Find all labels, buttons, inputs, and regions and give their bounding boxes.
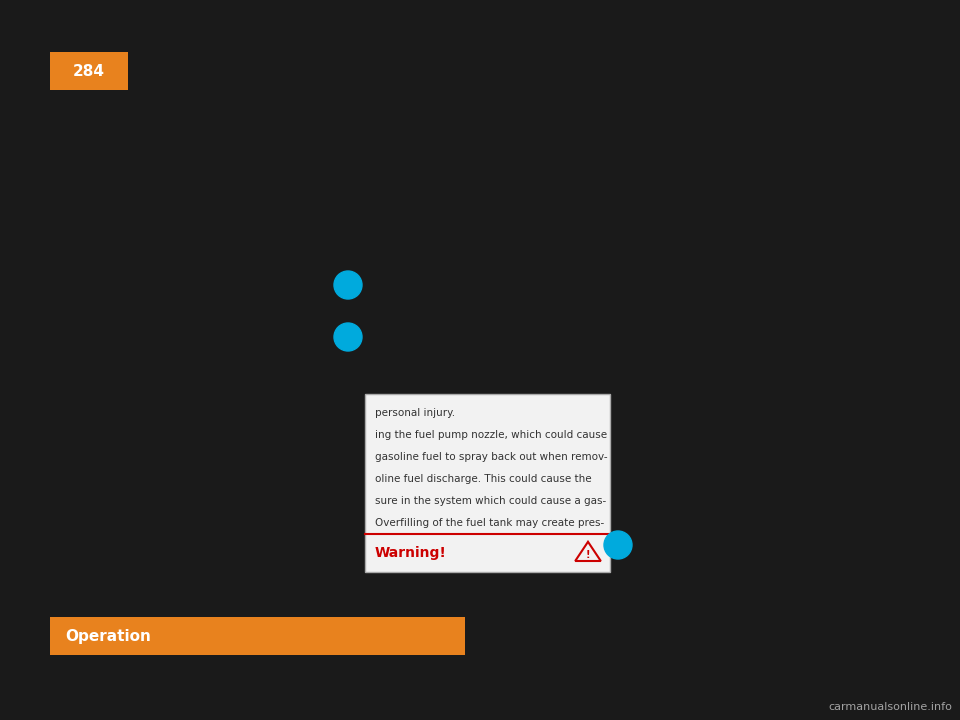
Circle shape — [334, 323, 362, 351]
Circle shape — [334, 271, 362, 299]
Circle shape — [604, 531, 632, 559]
Text: Warning!: Warning! — [375, 546, 446, 560]
Text: Overfilling of the fuel tank may create pres-: Overfilling of the fuel tank may create … — [375, 518, 604, 528]
Text: sure in the system which could cause a gas-: sure in the system which could cause a g… — [375, 496, 607, 506]
Text: 284: 284 — [73, 63, 105, 78]
Text: Operation: Operation — [65, 629, 151, 644]
Text: oline fuel discharge. This could cause the: oline fuel discharge. This could cause t… — [375, 474, 591, 484]
Text: !: ! — [586, 550, 590, 560]
Text: personal injury.: personal injury. — [375, 408, 455, 418]
Text: ing the fuel pump nozzle, which could cause: ing the fuel pump nozzle, which could ca… — [375, 430, 607, 440]
FancyBboxPatch shape — [50, 52, 128, 90]
FancyBboxPatch shape — [50, 617, 465, 655]
Text: gasoline fuel to spray back out when remov-: gasoline fuel to spray back out when rem… — [375, 452, 608, 462]
FancyBboxPatch shape — [365, 394, 610, 572]
Text: carmanualsonline.info: carmanualsonline.info — [828, 702, 952, 712]
